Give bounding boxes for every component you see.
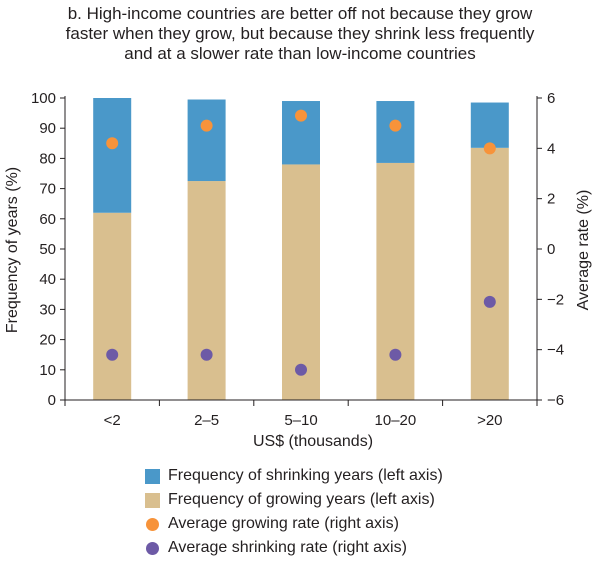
y-axis-right-title: Average rate (%) — [575, 190, 592, 311]
x-tick-label: 5–10 — [284, 412, 317, 429]
bar-growing-years — [93, 212, 132, 400]
point-average-growing-rate — [106, 137, 119, 150]
legend-label: Frequency of growing years (left axis) — [168, 491, 435, 508]
x-axis-title: US$ (thousands) — [253, 433, 373, 450]
y-right-tick-label: −2 — [547, 291, 564, 308]
legend-item: Frequency of growing years (left axis) — [145, 488, 443, 512]
legend-item: Frequency of shrinking years (left axis) — [145, 464, 443, 488]
y-left-tick-label: 30 — [39, 301, 56, 318]
point-average-growing-rate — [483, 142, 496, 155]
legend-item: Average growing rate (right axis) — [145, 512, 443, 536]
y-right-tick-label: −4 — [547, 342, 564, 359]
point-average-shrinking-rate — [200, 348, 213, 361]
legend-label: Frequency of shrinking years (left axis) — [168, 467, 443, 484]
x-tick-label: <2 — [104, 412, 121, 429]
y-right-tick-label: 6 — [547, 90, 555, 107]
y-left-tick-label: 70 — [39, 181, 56, 198]
y-right-tick-label: −6 — [547, 392, 564, 409]
y-left-tick-label: 40 — [39, 271, 56, 288]
y-left-tick-label: 0 — [48, 392, 56, 409]
y-right-tick-label: 4 — [547, 140, 555, 157]
bar-growing-years — [187, 181, 226, 400]
y-left-tick-label: 80 — [39, 150, 56, 167]
y-left-tick-label: 50 — [39, 241, 56, 258]
point-average-shrinking-rate — [106, 348, 119, 361]
bar-shrinking-years — [187, 99, 226, 182]
y-left-tick-label: 10 — [39, 362, 56, 379]
x-tick-label: 10–20 — [375, 412, 417, 429]
y-right-tick-label: 0 — [547, 241, 555, 258]
point-average-growing-rate — [200, 119, 213, 132]
y-right-tick-label: 2 — [547, 191, 555, 208]
y-left-tick-label: 20 — [39, 332, 56, 349]
point-average-shrinking-rate — [295, 363, 307, 376]
bar-growing-years — [470, 147, 509, 400]
legend-item: Average shrinking rate (right axis) — [145, 536, 443, 560]
point-average-shrinking-rate — [483, 295, 496, 308]
bar-shrinking-years — [470, 102, 509, 148]
legend-marker-square — [145, 468, 160, 484]
x-tick-label: 2–5 — [194, 412, 219, 429]
bar-growing-years — [376, 162, 415, 400]
x-tick-label: >20 — [477, 412, 502, 429]
y-axis-left-title: Frequency of years (%) — [4, 167, 21, 333]
point-average-growing-rate — [295, 109, 307, 122]
legend-marker-circle — [146, 517, 159, 531]
y-left-tick-label: 100 — [31, 90, 56, 107]
y-left-tick-label: 90 — [39, 120, 56, 137]
point-average-growing-rate — [389, 119, 402, 132]
y-left-tick-label: 60 — [39, 211, 56, 228]
point-average-shrinking-rate — [389, 348, 402, 361]
chart-title: b. High-income countries are better off … — [65, 4, 535, 63]
legend-marker-circle — [146, 541, 159, 555]
legend-label: Average shrinking rate (right axis) — [168, 539, 407, 556]
legend-label: Average growing rate (right axis) — [168, 515, 399, 532]
bar-shrinking-years — [376, 101, 415, 163]
legend: Frequency of shrinking years (left axis)… — [145, 464, 443, 560]
bar-shrinking-years — [93, 98, 132, 213]
bar-growing-years — [282, 164, 320, 400]
legend-marker-square — [145, 492, 160, 508]
